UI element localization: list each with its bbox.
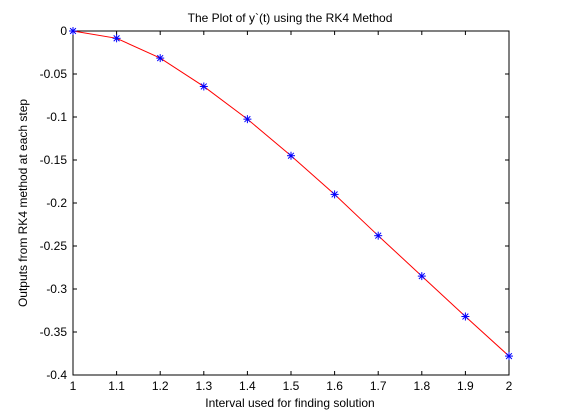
data-point-marker [156,54,165,63]
x-tick-label: 1.9 [457,379,474,393]
x-tick-label: 1.7 [370,379,387,393]
x-axis-ticks: 1 1.1 1.2 1.3 1.4 1.5 1.6 1.7 1.8 1.9 2 [70,31,513,393]
data-point-marker [69,27,77,35]
y-tick-label: -0.1 [46,110,67,124]
y-tick-label: -0.3 [46,282,67,296]
x-tick-label: 1.8 [413,379,430,393]
x-tick-label: 1.1 [108,379,125,393]
y-tick-label: -0.4 [46,368,67,382]
data-point-marker [505,352,513,361]
y-tick-label: -0.05 [40,67,68,81]
data-point-marker [330,190,339,199]
y-tick-label: -0.35 [40,325,68,339]
data-point-marker [243,115,252,124]
y-tick-label: 0 [60,24,67,38]
x-tick-label: 1.5 [283,379,300,393]
y-axis-label: Outputs from RK4 method at each step [16,99,30,307]
y-tick-label: -0.15 [40,153,68,167]
data-point-marker [461,312,470,321]
y-axis-ticks: 0 -0.05 -0.1 -0.15 -0.2 -0.25 -0.3 -0.35 -0.4 [40,24,509,382]
data-point-marker [287,151,295,160]
data-point-marker [112,34,121,43]
plot-area [72,30,510,376]
x-axis-label: Interval used for finding solution [205,396,374,410]
data-point-marker [374,231,383,240]
x-tick-label: 1.2 [152,379,169,393]
data-point-marker [417,272,426,281]
y-tick-label: -0.25 [40,239,68,253]
x-tick-label: 2 [506,379,513,393]
x-tick-label: 1.4 [239,379,256,393]
x-tick-label: 1.6 [326,379,343,393]
x-tick-label: 1 [70,379,77,393]
data-point-marker [199,82,208,91]
y-tick-label: -0.2 [46,196,67,210]
series-layer [69,27,513,361]
x-tick-label: 1.3 [195,379,212,393]
chart-title: The Plot of y`(t) using the RK4 Method [188,11,393,25]
